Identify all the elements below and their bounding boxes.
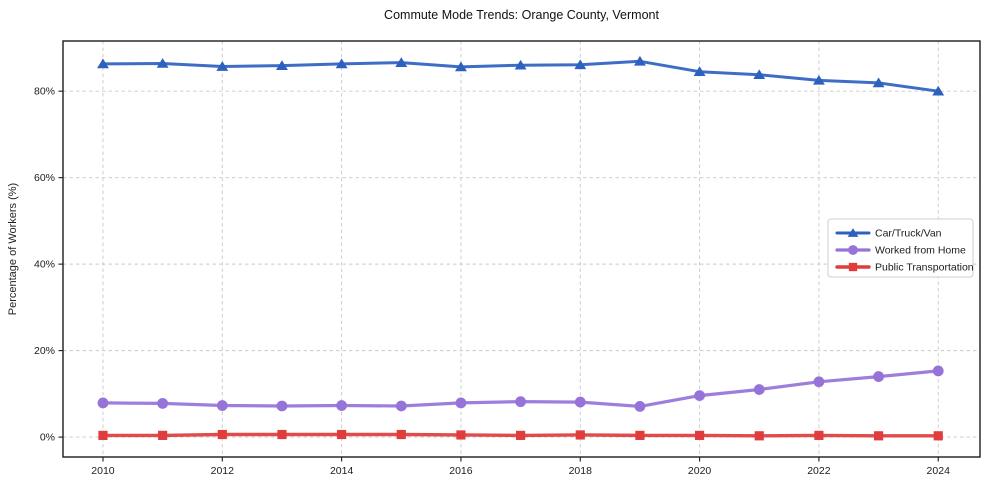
marker-worked-from-home	[455, 397, 467, 409]
chart-title: Commute Mode Trends: Orange County, Verm…	[384, 8, 659, 22]
axis-ticks	[58, 90, 939, 462]
marker-public-transportation	[754, 431, 764, 441]
marker-car-truck-van	[514, 59, 527, 70]
marker-worked-from-home	[395, 400, 407, 412]
marker-public-transportation	[158, 430, 168, 440]
x-tick-label: 2024	[927, 465, 951, 477]
x-tick-label: 2018	[569, 465, 593, 477]
gridlines	[63, 41, 980, 457]
y-tick-label: 40%	[34, 259, 55, 271]
marker-worked-from-home	[336, 400, 348, 411]
legend-item-public-transportation: Public Transportation	[835, 262, 974, 274]
marker-car-truck-van	[216, 61, 229, 71]
legend-item-worked-from-home: Worked from Home	[835, 245, 966, 257]
marker-public-transportation	[396, 429, 406, 440]
marker-worked-from-home	[753, 384, 765, 395]
y-tick-label: 0%	[40, 432, 55, 444]
marker-worked-from-home	[873, 371, 884, 382]
legend-marker-circle-icon	[848, 245, 858, 255]
marker-worked-from-home	[515, 396, 527, 408]
marker-public-transportation	[337, 429, 347, 440]
marker-public-transportation	[814, 430, 824, 440]
axis-tick-labels: 2010 2012 2014 2016 2018 2020 2022 2024 0% 20% 40%…	[34, 86, 950, 477]
plot-frame	[62, 40, 981, 458]
marker-car-truck-van	[633, 55, 646, 66]
marker-car-truck-van	[872, 77, 885, 88]
marker-worked-from-home	[276, 400, 288, 412]
marker-car-truck-van	[753, 69, 766, 80]
y-tick-label: 20%	[34, 345, 55, 357]
marker-worked-from-home	[694, 390, 705, 401]
marker-worked-from-home	[97, 397, 109, 409]
series-worked-from-home	[97, 365, 944, 412]
marker-public-transportation	[98, 430, 108, 440]
x-tick-label: 2016	[449, 465, 473, 477]
marker-worked-from-home	[157, 397, 169, 409]
x-tick-label: 2012	[211, 465, 235, 477]
marker-public-transportation	[217, 429, 227, 440]
x-tick-label: 2010	[91, 465, 115, 477]
marker-car-truck-van	[812, 74, 825, 85]
marker-car-truck-van	[395, 57, 408, 67]
y-tick-label: 80%	[34, 86, 55, 98]
marker-car-truck-van	[335, 58, 348, 69]
marker-car-truck-van	[97, 58, 109, 69]
marker-public-transportation	[873, 431, 884, 441]
marker-worked-from-home	[574, 396, 586, 408]
marker-car-truck-van	[455, 61, 467, 72]
marker-car-truck-van	[693, 66, 706, 77]
marker-car-truck-van	[276, 60, 288, 70]
legend-label: Public Transportation	[875, 262, 974, 274]
marker-worked-from-home	[813, 376, 825, 388]
x-tick-label: 2020	[688, 465, 712, 477]
marker-worked-from-home	[932, 365, 944, 377]
legend: Car/Truck/Van Worked from Home Public Tran…	[827, 218, 974, 278]
marker-car-truck-van	[574, 59, 587, 70]
legend-item-car-truck-van: Car/Truck/Van	[835, 228, 942, 240]
legend-label: Worked from Home	[875, 245, 966, 257]
marker-public-transportation	[516, 430, 526, 440]
y-tick-label: 60%	[34, 172, 55, 184]
marker-public-transportation	[695, 430, 705, 440]
marker-car-truck-van	[156, 58, 169, 68]
marker-public-transportation	[277, 429, 287, 440]
x-tick-label: 2014	[330, 465, 354, 477]
marker-car-truck-van	[932, 85, 945, 96]
x-tick-label: 2022	[807, 465, 831, 477]
legend-label: Car/Truck/Van	[875, 228, 942, 240]
series-car-truck-van	[97, 55, 945, 96]
legend-marker-triangle-icon	[847, 228, 859, 237]
marker-worked-from-home	[634, 401, 646, 412]
marker-worked-from-home	[216, 400, 228, 411]
marker-public-transportation	[456, 430, 466, 440]
marker-public-transportation	[575, 430, 585, 440]
legend-marker-square-icon	[848, 262, 858, 272]
marker-public-transportation	[933, 431, 943, 441]
series-public-transportation	[98, 429, 943, 441]
marker-public-transportation	[635, 430, 645, 440]
